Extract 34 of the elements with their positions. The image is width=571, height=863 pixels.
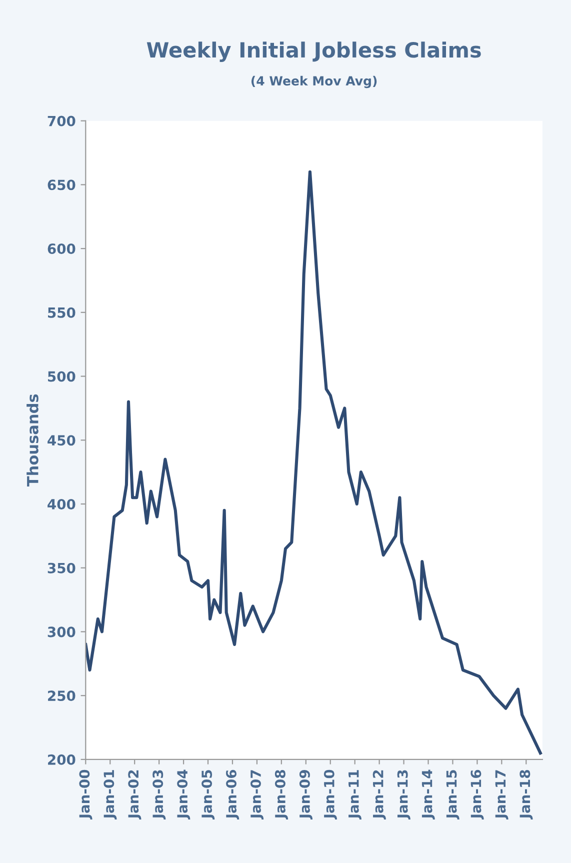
y-tick-label: 550	[48, 307, 76, 318]
y-tick-label: 700	[48, 116, 76, 126]
x-tick-label: Jan-13	[397, 770, 410, 820]
x-tick-label: Jan-02	[128, 770, 142, 820]
x-tick-label: Jan-16	[470, 770, 484, 820]
y-tick-label: 600	[48, 244, 76, 254]
x-tick-label: Jan-11	[348, 770, 362, 820]
x-tick-label: Jan-18	[520, 770, 533, 820]
y-tick-label: 450	[48, 435, 76, 446]
y-tick-label: 200	[48, 754, 76, 765]
x-tick-label: Jan-09	[299, 770, 313, 820]
x-tick-label: Jan-01	[104, 770, 117, 820]
y-tick-label: 350	[48, 562, 76, 574]
chart-title: Weekly Initial Jobless Claims	[146, 42, 481, 62]
x-tick-label: Jan-15	[446, 770, 460, 820]
x-tick-label: Jan-14	[422, 770, 435, 820]
y-tick-label: 300	[48, 626, 76, 638]
x-tick-label: Jan-04	[177, 770, 190, 820]
y-axis-title: Thousands	[26, 394, 38, 487]
y-tick-label: 500	[48, 371, 76, 382]
y-tick-label: 400	[48, 498, 76, 510]
x-tick-label: Jan-12	[372, 770, 386, 820]
x-tick-label: Jan-10	[324, 770, 337, 820]
x-tick-label: Jan-08	[274, 770, 288, 820]
x-tick-label: Jan-05	[202, 770, 215, 820]
line-series	[86, 170, 542, 755]
x-tick-label: Jan-00	[79, 770, 92, 820]
x-tick-label: Jan-07	[250, 770, 264, 820]
x-tick-label: Jan-03	[152, 770, 166, 820]
y-tick-label: 250	[48, 690, 76, 702]
x-tick-label: Jan-17	[495, 770, 508, 820]
chart-subtitle: (4 Week Mov Avg)	[251, 76, 377, 88]
y-tick-label: 650	[48, 180, 76, 190]
x-tick-label: Jan-06	[226, 770, 240, 820]
